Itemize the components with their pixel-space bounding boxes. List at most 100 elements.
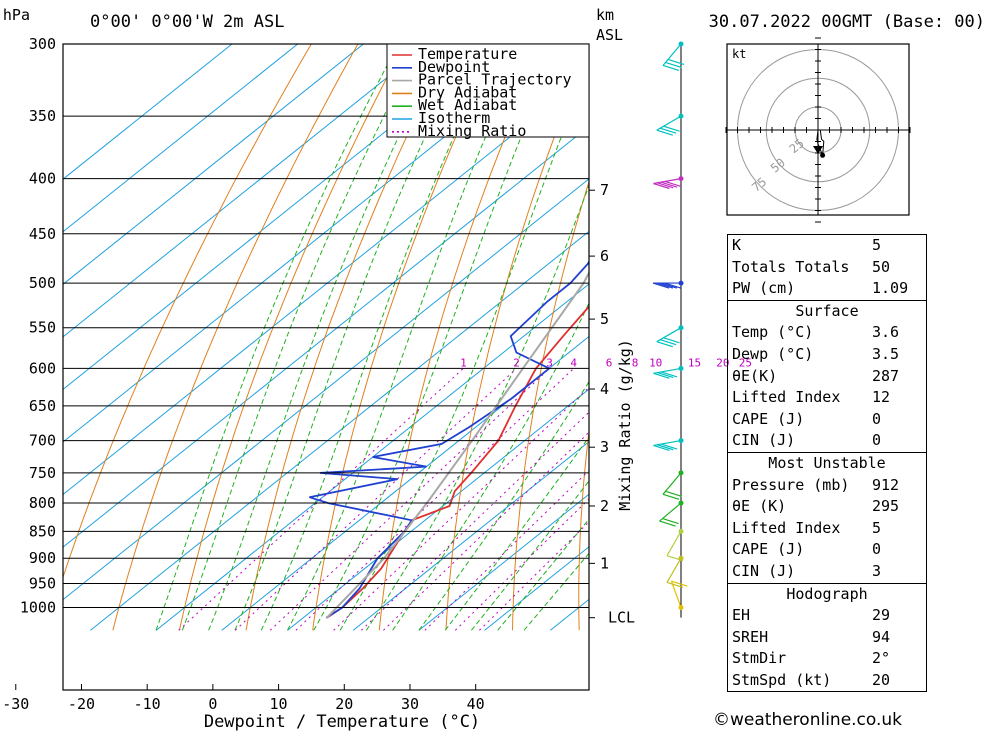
wet-adiabat-line — [365, 184, 589, 631]
wet-adiabat-line — [339, 65, 589, 631]
legend-entry: Dry Adiabat — [418, 83, 517, 101]
x-tick-label: -20 — [68, 695, 95, 713]
km-tick-label: LCL — [608, 609, 635, 627]
stat-label: EH — [732, 606, 751, 625]
stat-label: CAPE (J) — [732, 409, 805, 428]
mixing-ratio-tick-label: 15 — [688, 356, 701, 369]
surface-row: CAPE (J) 0 — [728, 409, 926, 431]
dry-adiabat-line — [937, 28, 979, 630]
wet-adiabat-line — [181, 44, 422, 631]
surface-row: Dewp (°C) 3.5 — [728, 344, 926, 366]
wind-barb — [662, 43, 685, 72]
x-tick-label: 20 — [335, 695, 353, 713]
hodograph-trace — [816, 129, 825, 156]
mixing-ratio-tick-label: 4 — [570, 356, 577, 369]
hodograph-row: SREH 94 — [728, 627, 926, 649]
mixing-ratio-tick-label: 3 — [546, 356, 553, 369]
km-label: km — [596, 6, 614, 24]
km-tick-label: 6 — [600, 247, 609, 265]
plot-frame — [62, 43, 590, 691]
legend-entry: Parcel Trajectory — [418, 71, 572, 89]
pressure-tick-label: 900 — [29, 549, 56, 567]
mixing-ratio-tick-label: 20 — [716, 356, 729, 369]
basic-row: Totals Totals 50 — [728, 257, 926, 279]
stat-value: 5 — [872, 236, 882, 254]
most-unstable-header: Most Unstable — [728, 451, 926, 475]
stat-value: 912 — [872, 475, 900, 494]
mixing-ratio-line — [479, 521, 589, 631]
pressure-tick-label: 500 — [29, 274, 56, 292]
stat-value: 5 — [872, 518, 882, 537]
stat-label: θE(K) — [732, 366, 778, 385]
dry-adiabat-line — [312, 44, 499, 631]
mixing-ratio-labels: 1 2 3 4 6 8 10 15 20 25 — [460, 356, 752, 369]
wind-barb — [653, 367, 682, 379]
stat-value: 1.09 — [872, 279, 909, 298]
most-unstable-row: Lifted Index 5 — [728, 518, 926, 540]
x-tick-label: -10 — [134, 695, 161, 713]
mixing-ratio-tick-label: 10 — [649, 356, 662, 369]
isotherm-line — [63, 44, 430, 338]
km-tick-label: 3 — [600, 438, 609, 456]
surface-header: Surface — [728, 299, 926, 323]
mixing-ratio-tick-label: 6 — [606, 356, 613, 369]
stat-value: 3.6 — [872, 323, 900, 342]
asl-label: ASL — [596, 26, 623, 44]
pressure-tick-label: 650 — [29, 397, 56, 415]
pressure-tick-label: 300 — [29, 35, 56, 53]
wind-barb — [666, 557, 684, 589]
surface-row: CIN (J) 0 — [728, 430, 926, 452]
stat-value: 94 — [872, 627, 891, 646]
stat-label: PW (cm) — [732, 279, 796, 298]
mixing-ratio-line — [178, 368, 464, 631]
mixing-ratio-tick-label: 8 — [632, 356, 639, 369]
dry-adiabat-line — [63, 44, 312, 579]
hpa-label: hPa — [3, 6, 30, 24]
series-dewpoint — [309, 260, 589, 619]
wind-barb — [652, 282, 681, 289]
mixing-ratio-line — [295, 368, 575, 631]
mixing-ratio-line — [333, 386, 589, 631]
datetime: 30.07.2022 00GMT (Base: 00) — [709, 12, 985, 32]
wind-barb — [653, 178, 682, 190]
location-title: 0°00' 0°00'W 2m ASL — [90, 12, 284, 32]
hodograph-row: EH 29 — [728, 605, 926, 627]
footer-credit: ©weatheronline.co.uk — [713, 710, 903, 730]
wet-adiabat-line — [287, 44, 527, 631]
isotherm-line — [63, 44, 365, 285]
stat-value: 3.5 — [872, 344, 900, 363]
stat-label: θE (K) — [732, 497, 787, 516]
isotherm-line — [352, 441, 589, 631]
dry-adiabat-line — [578, 427, 589, 631]
isotherm-line — [63, 125, 589, 548]
most-unstable-row: CIN (J) 3 — [728, 561, 926, 583]
pressure-tick-label: 400 — [29, 170, 56, 188]
stat-label: Lifted Index — [732, 388, 841, 407]
wind-barb — [653, 439, 682, 451]
wind-barb — [670, 580, 688, 608]
stat-value: 295 — [872, 497, 900, 516]
mixing-ratio-line — [424, 469, 589, 631]
basic-row: PW (cm) 1.09 — [728, 278, 926, 300]
wet-adiabat-line — [155, 44, 400, 631]
km-tick-label: 2 — [600, 497, 609, 515]
pressure-tick-label: 800 — [29, 494, 56, 512]
dry-adiabat-line — [512, 180, 589, 631]
wet-adiabat-line — [497, 518, 589, 631]
most-unstable-row: Pressure (mb) 912 — [728, 475, 926, 497]
wet-adiabat-line — [234, 44, 470, 631]
stat-value: 50 — [872, 257, 891, 276]
stat-label: Temp (°C) — [732, 323, 814, 342]
stat-label: Totals Totals — [732, 257, 850, 276]
stat-value: 12 — [872, 388, 891, 407]
x-tick-label: 30 — [401, 695, 419, 713]
x-axis-ticks: -30 -20 -10 0 10 20 30 40 — [2, 684, 485, 713]
stat-value: 287 — [872, 366, 900, 385]
km-tick-label: 4 — [600, 380, 609, 398]
km-axis: 7 6 5 4 3 2 1 LCL — [589, 181, 635, 627]
mixing-ratio-tick-label: 1 — [460, 356, 467, 369]
dry-adiabat-line — [643, 28, 736, 630]
